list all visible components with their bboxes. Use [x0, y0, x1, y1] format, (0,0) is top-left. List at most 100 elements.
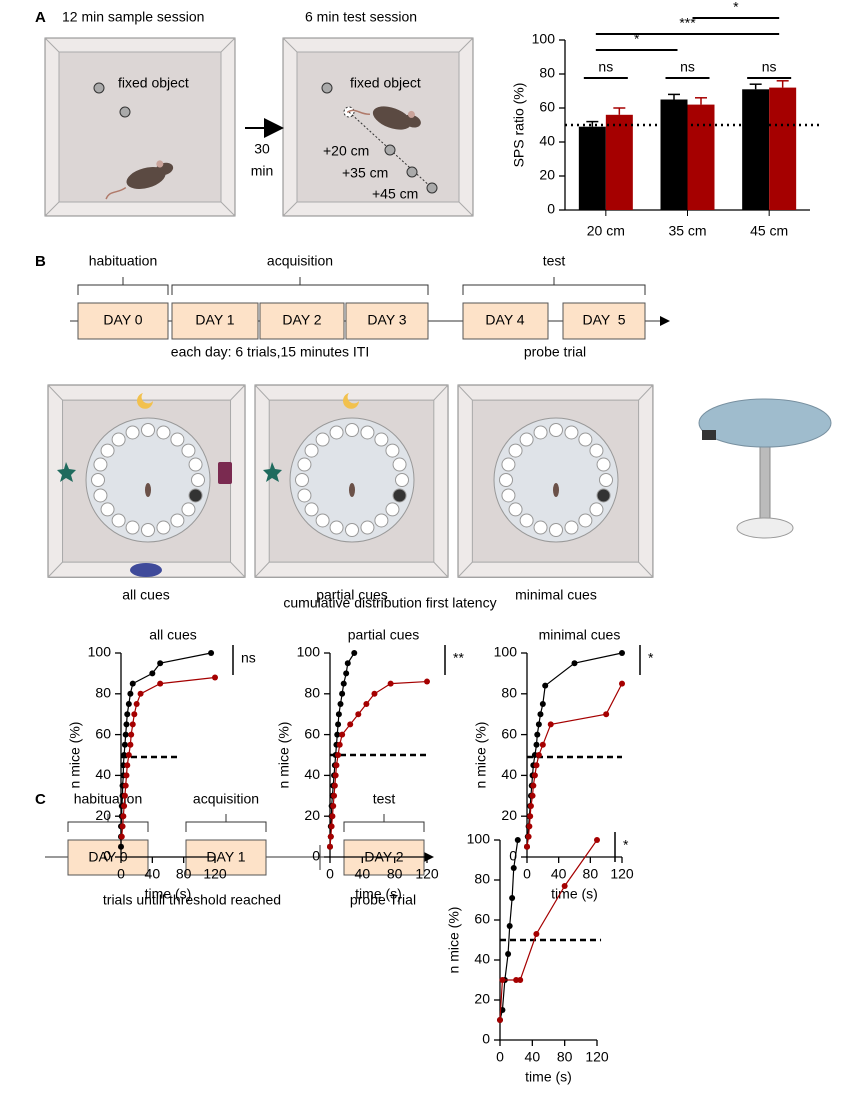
chart-title: minimal cues — [539, 627, 621, 643]
point — [371, 690, 378, 697]
hole — [295, 473, 309, 487]
x-tick-label: 40 — [145, 866, 161, 882]
delay-unit: min — [251, 163, 274, 179]
y-tick-label: 40 — [539, 133, 555, 149]
point — [120, 813, 127, 820]
cue — [57, 462, 76, 482]
phase-label: habituation — [89, 253, 158, 269]
point — [424, 678, 430, 685]
point — [127, 741, 134, 748]
brace — [462, 277, 646, 295]
phase-label: test — [373, 791, 396, 807]
day-box — [171, 302, 259, 340]
chart-title: all cues — [149, 627, 196, 643]
point — [355, 711, 362, 718]
bar — [605, 114, 633, 210]
significance-label: ns — [680, 59, 695, 75]
object-label: fixed object — [118, 75, 189, 91]
point — [527, 803, 534, 809]
point — [125, 701, 132, 707]
cue — [343, 393, 359, 409]
y-tick-label: 20 — [539, 167, 555, 183]
hole — [181, 502, 196, 517]
significance-label: ns — [598, 59, 613, 75]
point — [499, 977, 506, 983]
significance-label: * — [623, 837, 629, 853]
hole — [360, 425, 375, 440]
day-box — [77, 302, 169, 340]
object-label: fixed object — [350, 75, 421, 91]
point — [347, 721, 354, 728]
series-line — [499, 839, 519, 1021]
y-tick-label: 80 — [501, 685, 517, 701]
chart-title: partial cues — [348, 627, 420, 643]
hole — [360, 520, 375, 535]
maze — [289, 417, 415, 543]
point — [123, 721, 130, 728]
point — [336, 741, 343, 748]
hole — [599, 473, 613, 487]
point — [330, 803, 337, 809]
test-title: 6 min test session — [305, 9, 417, 25]
day-label: DAY 4 — [485, 312, 524, 328]
cue — [218, 462, 232, 484]
y-tick-label: 80 — [539, 65, 555, 81]
point — [524, 843, 530, 850]
day-label: DAY 5 — [582, 312, 625, 328]
maze — [85, 417, 211, 543]
point — [603, 711, 610, 718]
day-label: DAY 1 — [195, 312, 234, 328]
hole — [345, 523, 359, 537]
point — [118, 833, 125, 840]
x-tick-label: 40 — [525, 1049, 541, 1065]
sample-title: 12 min sample session — [62, 9, 204, 25]
hole — [297, 457, 312, 472]
plots-title: cumulative distribution first latency — [283, 595, 496, 611]
x-axis-label: time (s) — [145, 886, 192, 902]
hole — [578, 432, 593, 447]
distance-label: +35 cm — [342, 165, 388, 181]
bar — [578, 126, 606, 210]
maze-table — [698, 398, 832, 539]
hole — [374, 432, 389, 447]
point — [157, 680, 164, 687]
significance-label: *** — [679, 15, 696, 31]
hole — [188, 457, 203, 472]
hole — [564, 425, 579, 440]
y-tick-label: 0 — [312, 848, 320, 864]
distance-label: +45 cm — [372, 186, 418, 202]
object — [426, 182, 438, 194]
hole — [549, 423, 563, 437]
point — [337, 701, 344, 707]
point — [561, 883, 568, 889]
point — [535, 721, 542, 728]
y-tick-label: 80 — [95, 685, 111, 701]
point — [517, 977, 524, 983]
bar — [687, 104, 715, 210]
y-tick-label: 100 — [297, 644, 321, 660]
arena-label: partial cues — [316, 587, 388, 603]
hole — [392, 488, 407, 503]
x-axis-label: time (s) — [525, 1069, 572, 1085]
significance-label: ** — [453, 650, 464, 666]
point — [339, 690, 346, 697]
point — [594, 837, 600, 843]
y-tick-label: 60 — [474, 911, 490, 927]
object — [119, 106, 131, 118]
hole — [501, 457, 516, 472]
hole — [141, 523, 155, 537]
day-label: DAY 3 — [367, 312, 406, 328]
point — [329, 813, 336, 820]
panel-label: B — [35, 253, 46, 270]
y-tick-label: 40 — [474, 951, 490, 967]
bar — [742, 89, 770, 210]
day-label: DAY 1 — [206, 849, 245, 865]
hole — [533, 520, 548, 535]
point — [533, 762, 540, 769]
brace — [343, 814, 425, 832]
point — [212, 674, 218, 681]
cue — [130, 563, 162, 577]
point — [529, 792, 536, 799]
point — [121, 803, 128, 809]
y-tick-label: 60 — [539, 99, 555, 115]
